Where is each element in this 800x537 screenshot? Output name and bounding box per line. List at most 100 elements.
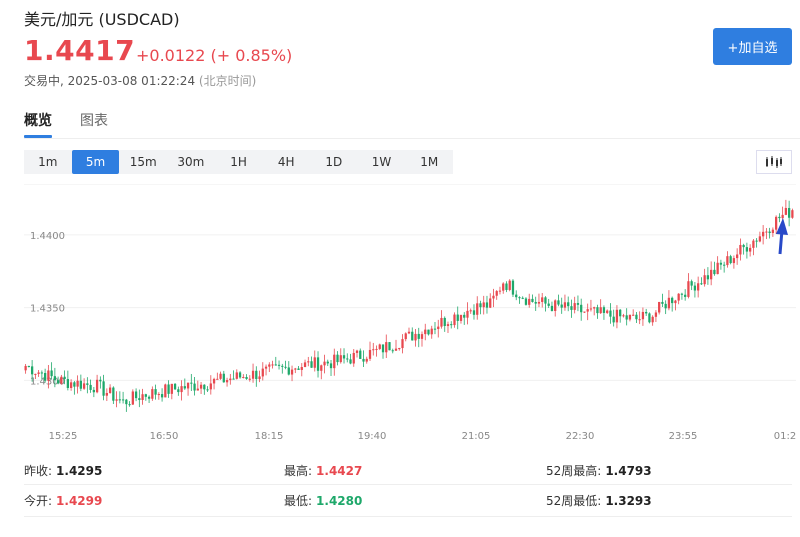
y-tick-label: 1.4350 [30, 304, 65, 315]
candle-body [144, 394, 147, 397]
candle-body [167, 384, 170, 394]
candle-body [446, 324, 450, 327]
arrow-head [776, 218, 788, 235]
period-4h[interactable]: 4H [277, 155, 295, 169]
high-cell: 最高: 1.4427 [284, 462, 362, 479]
candle-body [580, 304, 583, 313]
candle-body [573, 303, 576, 310]
open-label: 今开: [24, 494, 53, 508]
candle-body [440, 317, 443, 327]
candle-body [329, 363, 333, 369]
candle-body [453, 314, 456, 326]
candle-body [368, 349, 372, 359]
candle-body [60, 376, 63, 384]
candle-body [758, 236, 762, 242]
candle-body [466, 310, 469, 318]
candle-body [791, 210, 794, 218]
candle-body [277, 364, 281, 366]
candle-body [593, 307, 596, 309]
candle-body [375, 348, 378, 350]
candle-body [515, 294, 518, 298]
candle-body [554, 300, 557, 311]
candle-body [765, 231, 768, 233]
current-price: 1.4417 [24, 34, 136, 67]
candle-body [323, 361, 326, 366]
tab-overview[interactable]: 概览 [24, 110, 52, 138]
candle-body [121, 399, 125, 401]
candle-body [424, 329, 427, 335]
high-label: 最高: [284, 464, 313, 478]
candle-body [372, 349, 375, 351]
candle-body [560, 304, 563, 308]
candle-body [495, 291, 498, 296]
candle-body [385, 342, 388, 353]
candle-body [102, 381, 105, 396]
candle-body [391, 350, 394, 352]
candle-body [583, 311, 586, 313]
period-1d[interactable]: 1D [325, 155, 343, 169]
tab-chart[interactable]: 图表 [80, 113, 108, 129]
candle-body [177, 389, 180, 393]
candle-body [433, 328, 437, 330]
period-30m[interactable]: 30m [177, 155, 205, 169]
candle-body [677, 293, 680, 301]
candle-body [349, 359, 352, 364]
candle-body [482, 302, 485, 308]
high52-cell: 52周最高: 1.4793 [546, 462, 652, 479]
candle-body [485, 302, 489, 308]
candle-body [528, 298, 531, 305]
candle-body [251, 370, 255, 379]
candlestick-icon [766, 156, 782, 168]
candle-body [157, 394, 160, 396]
period-1h[interactable]: 1H [230, 155, 247, 169]
candle-body [154, 389, 157, 395]
period-15m[interactable]: 15m [129, 155, 157, 169]
candle-body [430, 328, 433, 335]
candle-body [105, 392, 108, 396]
candle-body [24, 365, 27, 371]
candle-body [297, 368, 300, 370]
candle-body [628, 314, 632, 320]
add-watchlist-button[interactable]: +加自选 [713, 28, 792, 65]
prev-close-label: 昨收: [24, 464, 53, 478]
price-chart[interactable]: 1.4400 1.4350 1.4300 15:25 16:50 18:15 19:40 2… [24, 184, 796, 446]
period-1m[interactable]: 1m [38, 155, 58, 169]
candle-body [261, 368, 264, 377]
period-selector: 1m 5m 15m 30m 1H 4H 1D 1W 1M [24, 150, 453, 174]
candle-body [706, 275, 710, 280]
open-cell: 今开: 1.4299 [24, 492, 102, 509]
candle-body [531, 298, 534, 302]
low52-label: 52周最低: [546, 494, 602, 508]
period-1w[interactable]: 1W [371, 155, 392, 169]
x-tick-label: 15:25 [49, 431, 78, 442]
candle-body [128, 404, 131, 406]
candle-body [238, 372, 242, 378]
candle-body [164, 384, 167, 398]
candle-body [472, 310, 476, 315]
candle-body [697, 283, 700, 291]
candle-body [784, 207, 788, 215]
candle-body [274, 364, 277, 366]
candle-body [550, 305, 554, 311]
candle-body [245, 377, 248, 379]
candle-body [450, 324, 453, 326]
candle-body [92, 389, 95, 393]
period-1mo[interactable]: 1M [420, 155, 439, 169]
price-change: +0.0122 (+ 0.85%) [136, 46, 293, 65]
candle-body [303, 362, 307, 368]
trading-status: 交易中, 2025-03-08 01:22:24 (北京时间) [24, 72, 256, 89]
candle-body [518, 297, 521, 299]
candle-body [56, 380, 60, 384]
candle-body [95, 379, 99, 393]
candle-body [346, 358, 349, 360]
candle-body [589, 308, 593, 310]
candle-body [359, 350, 362, 359]
candle-body [378, 344, 381, 349]
candle-body [778, 216, 781, 219]
chart-type-button[interactable] [756, 150, 792, 174]
candle-body [134, 391, 138, 399]
candle-body [281, 365, 284, 367]
candle-body [284, 366, 287, 368]
period-5m[interactable]: 5m [71, 150, 120, 174]
candle-body [190, 382, 193, 384]
